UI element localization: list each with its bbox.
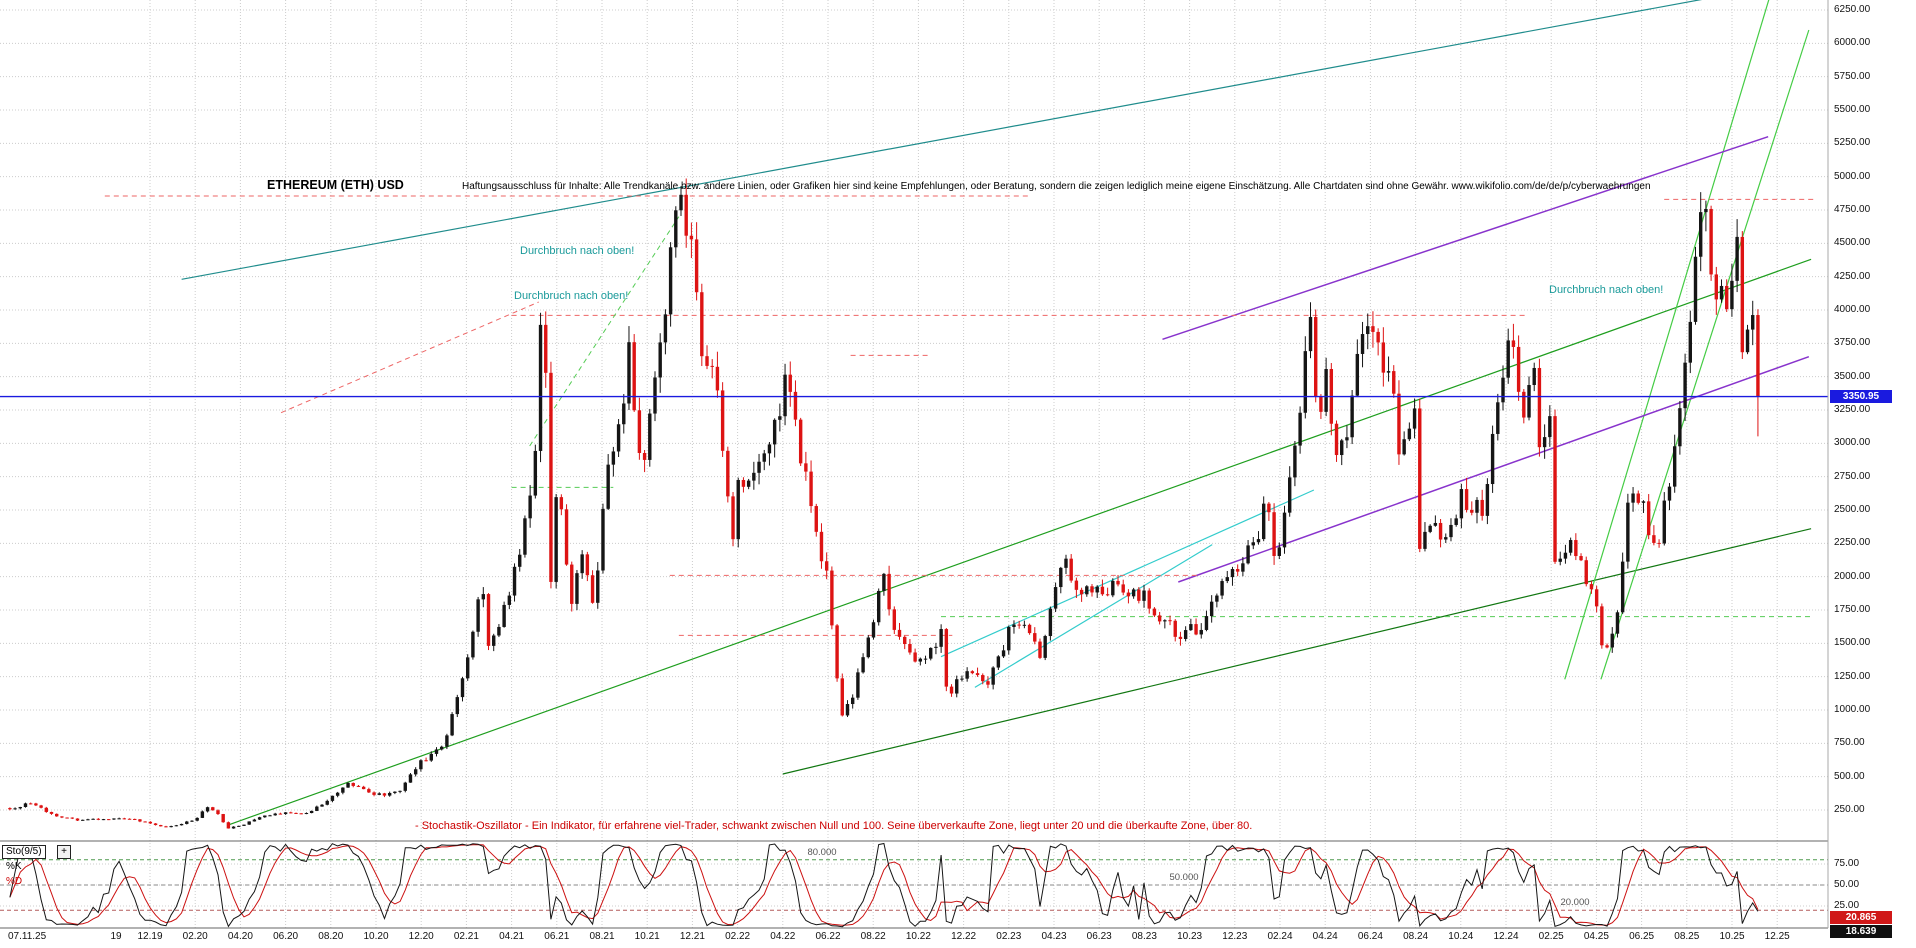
panel-frame xyxy=(0,0,1829,929)
percent-d-label: %D xyxy=(6,876,23,887)
green-secondary-support xyxy=(782,528,1812,775)
old-resistance-diagonal xyxy=(280,301,539,414)
annotation-breakout-2: Durchbruch nach oben! xyxy=(514,290,629,302)
teal-channel-upper xyxy=(181,0,1703,280)
sto-settings-button[interactable]: + xyxy=(57,845,71,859)
stochastic-k-line xyxy=(9,842,1759,928)
trendlines xyxy=(104,0,1814,826)
annotation-breakout-1: Durchbruch nach oben! xyxy=(520,245,635,257)
percent-k-label: %K xyxy=(6,861,22,872)
stochastic-lines xyxy=(9,842,1759,928)
annotation-breakout-3: Durchbruch nach oben! xyxy=(1549,284,1664,296)
stochastic-d-line xyxy=(9,844,1759,926)
grid xyxy=(0,0,1828,928)
stochastic-description: - Stochastik-Oszillator - Ein Indikator,… xyxy=(415,820,1253,832)
cyan-channel-2 xyxy=(974,544,1213,688)
green-steep-1 xyxy=(1564,0,1770,680)
stochastic-k-badge: 18.639 xyxy=(1830,925,1892,938)
last-price-badge: 3350.95 xyxy=(1830,390,1892,403)
green-longterm-support xyxy=(228,258,1812,826)
candles xyxy=(8,178,1760,829)
violet-upper xyxy=(1162,135,1769,341)
sto-indicator-label: Sto(9/5) xyxy=(2,845,46,859)
cyan-channel-1 xyxy=(940,489,1315,658)
page-title: ETHEREUM (ETH) USD xyxy=(267,178,404,192)
green-steep-2 xyxy=(1600,29,1810,680)
rally-2021-diagonal xyxy=(529,216,680,447)
stochastic-d-badge: 20.865 xyxy=(1830,911,1892,924)
disclaimer-text: Haftungsausschluss für Inhalte: Alle Tre… xyxy=(462,181,1651,192)
